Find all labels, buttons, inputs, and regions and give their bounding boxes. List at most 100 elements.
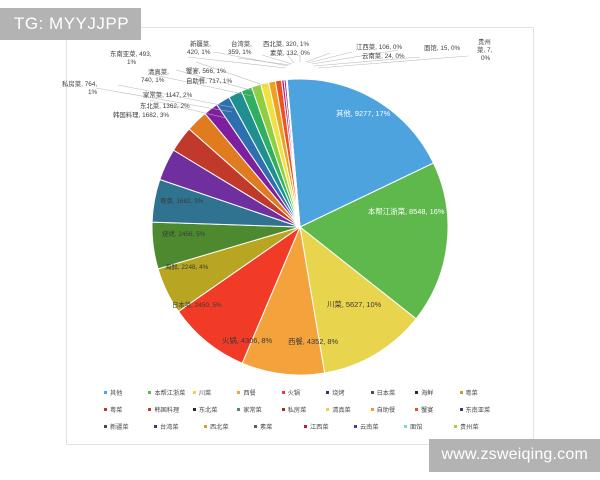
watermark: www.zsweiqing.com: [429, 439, 600, 472]
legend-item[interactable]: 云南菜: [354, 422, 402, 431]
legend-swatch-icon: [104, 391, 107, 394]
slice-label-shaokao-inner: 烧烤, 2456, 5%: [162, 231, 206, 238]
legend-item[interactable]: 家常菜: [237, 405, 279, 414]
legend-label: 韩国料理: [154, 407, 180, 414]
slice-label-yuecai: 粤菜, 1682, 3%: [160, 198, 204, 205]
legend-item[interactable]: 东北菜: [192, 405, 235, 414]
legend-label: 面馆: [410, 424, 423, 431]
legend-swatch-icon: [104, 408, 107, 411]
legend-item[interactable]: 素菜: [254, 422, 302, 431]
legend-item[interactable]: 西餐: [237, 388, 279, 397]
slice-label-qita: 其他, 9277, 17%: [336, 109, 391, 118]
slice-label-chuancai: 川菜, 5627, 10%: [327, 300, 382, 309]
callout-xinjiangcai-line1: 新疆菜,: [190, 41, 211, 48]
callout-hanguoliao: 韩国料理, 1682, 3%: [113, 112, 170, 119]
legend-item[interactable]: 其他: [104, 388, 146, 397]
legend-item[interactable]: 台湾菜: [154, 422, 202, 431]
legend-swatch-icon: [404, 425, 407, 428]
legend-row: 新疆菜 台湾菜 西北菜 素菜 江西菜 云南菜 面馆 贵州菜: [104, 418, 504, 435]
legend-label: 日本菜: [376, 390, 396, 397]
callout-xibeicai: 西北菜, 320, 1%: [263, 41, 310, 48]
callout-guizhoucai-line3: 0%: [481, 55, 491, 62]
legend-item[interactable]: 韩国料理: [148, 405, 190, 414]
callout-dongbeicai: 东北菜, 1362, 2%: [140, 103, 190, 110]
legend-item[interactable]: 新疆菜: [104, 422, 152, 431]
callout-jiachangcai: 家常菜, 1147, 2%: [143, 92, 193, 99]
callout-sifangcai-line2: 1%: [88, 89, 98, 96]
legend-label: 海鲜: [421, 390, 434, 397]
legend-item[interactable]: 川菜: [192, 388, 235, 397]
legend-swatch-icon: [326, 408, 330, 411]
legend-swatch-icon: [237, 391, 241, 394]
legend-item[interactable]: 粤菜: [459, 388, 502, 397]
slice-label-riben: 日本菜, 2450, 5%: [172, 302, 222, 309]
legend-item[interactable]: 火锅: [281, 388, 324, 397]
legend-swatch-icon: [415, 391, 419, 394]
legend-swatch-icon: [237, 408, 241, 411]
legend-item[interactable]: 清真菜: [326, 405, 368, 414]
chart-card: [66, 27, 534, 445]
legend-item[interactable]: 私房菜: [281, 405, 324, 414]
legend-swatch-icon: [354, 425, 357, 428]
legend-swatch-icon: [415, 408, 419, 411]
legend-item[interactable]: 本帮江浙菜: [148, 388, 190, 397]
legend-item[interactable]: 东南亚菜: [459, 405, 502, 414]
legend-item[interactable]: 粤菜: [104, 405, 146, 414]
legend-label: 台湾菜: [160, 424, 179, 431]
callout-sucai: 素菜, 132, 0%: [270, 50, 310, 57]
legend-swatch-icon: [254, 425, 257, 428]
legend-item[interactable]: 日本菜: [370, 388, 413, 397]
legend-label: 江西菜: [310, 424, 329, 431]
slice-label-huoguo: 火锅, 4306, 8%: [222, 336, 273, 345]
legend-item[interactable]: 海鲜: [415, 388, 457, 397]
tg-banner: TG: MYYJJPP: [0, 8, 142, 40]
legend-label: 粤菜: [465, 390, 478, 397]
legend-label: 烧烤: [332, 390, 345, 397]
legend-swatch-icon: [154, 425, 157, 428]
legend-row: 粤菜 韩国料理 东北菜 家常菜 私房菜 清真菜 自助餐 蟹宴 东南亚菜: [104, 401, 504, 418]
legend-swatch-icon: [459, 391, 463, 394]
legend-swatch-icon: [148, 391, 152, 394]
legend-swatch-icon: [370, 408, 374, 411]
legend-label: 火锅: [287, 390, 301, 397]
legend-label: 自助餐: [376, 407, 396, 414]
legend-item[interactable]: 面馆: [404, 422, 452, 431]
slice-label-benbang: 本帮江浙菜, 8548, 16%: [368, 207, 445, 216]
legend-item[interactable]: 西北菜: [204, 422, 252, 431]
legend-swatch-icon: [148, 408, 152, 411]
legend-swatch-icon: [370, 391, 374, 394]
callout-guizhoucai-line2: 菜, 7,: [477, 47, 493, 54]
legend-swatch-icon: [192, 391, 196, 394]
legend-swatch-icon: [281, 408, 285, 411]
legend-swatch-icon: [281, 391, 285, 394]
slice-label-xican: 西餐, 4352, 8%: [288, 337, 339, 346]
legend-label: 新疆菜: [110, 424, 129, 431]
callout-xieyan: 蟹宴, 566, 1%: [186, 68, 226, 75]
slice-label-haixian: 海鲜, 2248, 4%: [165, 264, 209, 271]
legend-label: 东北菜: [198, 407, 218, 414]
callout-mianguan: 面馆, 15, 0%: [424, 45, 461, 52]
callout-sifangcai-line1: 私房菜, 764,: [62, 81, 98, 88]
legend-label: 私房菜: [287, 407, 307, 414]
callout-jiangxicai: 江西菜, 106, 0%: [356, 44, 403, 51]
legend-item[interactable]: 蟹宴: [415, 405, 457, 414]
legend-label: 清真菜: [332, 407, 351, 414]
callout-zizhucan: 自助餐, 717, 1%: [186, 78, 233, 85]
legend-label: 西餐: [243, 390, 256, 397]
legend-item[interactable]: 贵州菜: [454, 422, 502, 431]
legend-label: 东南亚菜: [465, 407, 491, 414]
legend-item[interactable]: 江西菜: [304, 422, 352, 431]
legend-item[interactable]: 烧烤: [326, 388, 368, 397]
callout-xinjiangcai-line2: 420, 1%: [187, 49, 211, 56]
legend-swatch-icon: [326, 391, 330, 394]
callout-qingzhencai-line1: 清真菜,: [148, 69, 169, 76]
callout-qingzhencai-line2: 740, 1%: [141, 77, 165, 84]
legend-swatch-icon: [459, 408, 463, 411]
legend-item[interactable]: 自助餐: [370, 405, 413, 414]
callout-taiwancai-line1: 台湾菜,: [231, 41, 252, 48]
legend-label: 本帮江浙菜: [154, 390, 186, 397]
callout-yunnancai: 云南菜, 24, 0%: [362, 53, 405, 60]
legend-swatch-icon: [304, 425, 307, 428]
callout-dongnanyacai-line1: 东南亚菜, 493,: [110, 51, 152, 58]
